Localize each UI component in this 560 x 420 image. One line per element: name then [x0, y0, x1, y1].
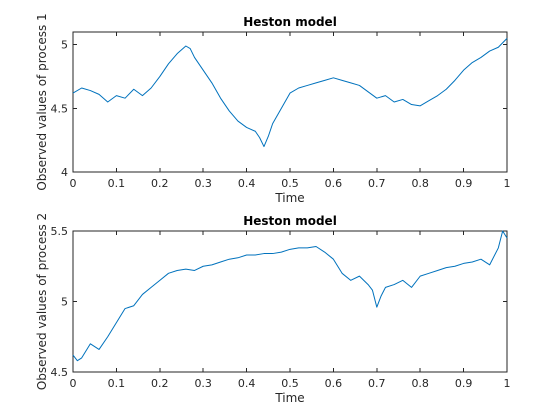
- bottom-y-tick-label: 5: [61, 296, 68, 309]
- bottom-x-tick-label: 0.2: [151, 377, 169, 390]
- top-y-tick-label: 4: [61, 166, 68, 179]
- top-y-tick-label: 4.5: [51, 102, 69, 115]
- bottom-plot-area: [72, 230, 508, 373]
- top-x-tick-label: 0: [70, 177, 77, 190]
- top-x-tick-label: 1: [504, 177, 511, 190]
- bottom-x-tick-label: 0.6: [325, 377, 343, 390]
- bottom-x-tick-label: 1: [504, 377, 511, 390]
- bottom-x-tick-label: 0.7: [368, 377, 386, 390]
- top-y-axis-label: Observed values of process 1: [35, 13, 49, 190]
- bottom-y-tick-label: 5.5: [51, 225, 69, 238]
- top-x-tick-label: 0.2: [151, 177, 169, 190]
- bottom-x-tick-label: 0.3: [194, 377, 212, 390]
- axes-process-1: 0 0.1 0.2 0.3 0.4 0.5 0.6 0.7 0.8 0.9 1 4 4.5 5 Heston…: [35, 13, 511, 205]
- top-x-tick-label: 0.5: [281, 177, 299, 190]
- bottom-x-tick-label: 0.8: [411, 377, 429, 390]
- bottom-series-line: [72, 230, 508, 362]
- top-x-tick-label: 0.9: [455, 177, 473, 190]
- bottom-x-tick-label: 0.1: [108, 377, 126, 390]
- bottom-chart-title: Heston model: [243, 214, 337, 228]
- bottom-x-tick-label: 0.5: [281, 377, 299, 390]
- bottom-x-tick-label: 0: [70, 377, 77, 390]
- bottom-x-axis-label: Time: [274, 391, 304, 405]
- axes-process-2: 0 0.1 0.2 0.3 0.4 0.5 0.6 0.7 0.8 0.9 1 4.5 5 5.5 Hest…: [35, 213, 511, 405]
- top-series-line: [72, 38, 508, 148]
- top-y-tick-label: 5: [61, 39, 68, 52]
- top-x-tick-label: 0.3: [194, 177, 212, 190]
- top-x-axis-label: Time: [274, 191, 304, 205]
- bottom-x-tick-label: 0.4: [238, 377, 256, 390]
- bottom-y-axis-label: Observed values of process 2: [35, 213, 49, 390]
- top-chart-title: Heston model: [243, 15, 337, 29]
- bottom-y-tick-label: 4.5: [51, 366, 69, 379]
- bottom-x-tick-label: 0.9: [455, 377, 473, 390]
- top-plot-area: [72, 31, 508, 173]
- top-x-tick-label: 0.8: [411, 177, 429, 190]
- top-x-tick-label: 0.6: [325, 177, 343, 190]
- top-x-tick-label: 0.1: [108, 177, 126, 190]
- top-x-tick-label: 0.4: [238, 177, 256, 190]
- top-x-tick-label: 0.7: [368, 177, 386, 190]
